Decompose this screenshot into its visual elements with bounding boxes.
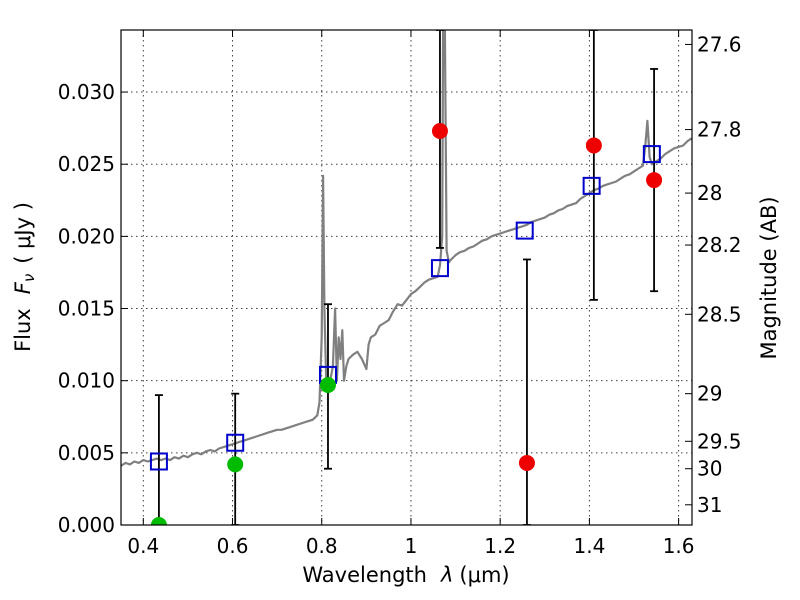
y-tick-label: 0.025 <box>58 152 115 176</box>
detection-point <box>227 456 244 473</box>
y-tick-label: 0.000 <box>58 513 115 537</box>
model-photometry-square <box>642 145 661 164</box>
nondetection-point <box>431 123 448 140</box>
y2-tick-label: 28.5 <box>697 302 742 326</box>
x-axis-label: Wavelength λ (μm) <box>302 563 509 587</box>
nondetection-point <box>518 454 535 471</box>
nondetection-point <box>646 172 663 189</box>
y2-axis-label: Magnitude (AB) <box>757 196 781 359</box>
x-tick-label: 0.4 <box>127 534 159 558</box>
y2-tick-label: 31 <box>697 493 722 517</box>
y-tick-label: 0.015 <box>58 297 115 321</box>
model-photometry-square <box>582 176 601 195</box>
y2-tick-label: 29.5 <box>697 429 742 453</box>
x-tick-label: 0.8 <box>306 534 338 558</box>
y2-tick-label: 27.6 <box>697 32 742 56</box>
y2-tick-label: 27.8 <box>697 118 742 142</box>
plot-frame <box>120 29 693 526</box>
y-axis-label: FluxFν( μJy ) <box>11 202 38 352</box>
detection-point <box>319 377 336 394</box>
y-tick-label: 0.005 <box>58 441 115 465</box>
model-photometry-square <box>430 259 449 278</box>
x-tick-label: 1 <box>405 534 418 558</box>
y-tick-label: 0.010 <box>58 369 115 393</box>
observed-flux-markers <box>150 123 663 525</box>
axis-ticks: 0.4 0.6 0.8 1 1.2 1.4 1.6 0.000 0.005 0.010 0.015 0… <box>58 30 742 558</box>
y-tick-label: 0.030 <box>58 80 115 104</box>
x-tick-label: 1.6 <box>663 534 695 558</box>
y-tick-label: 0.020 <box>58 224 115 248</box>
y2-tick-label: 29 <box>697 382 722 406</box>
model-photometry-markers <box>149 145 661 471</box>
y2-tick-label: 28.2 <box>697 233 742 257</box>
x-tick-label: 0.6 <box>217 534 249 558</box>
x-tick-label: 1.2 <box>484 534 516 558</box>
model-photometry-square <box>226 433 245 452</box>
x-tick-label: 1.4 <box>573 534 605 558</box>
nondetection-point <box>585 137 602 154</box>
y2-tick-label: 28 <box>697 181 722 205</box>
model-photometry-square <box>515 221 534 240</box>
detection-point <box>150 517 167 525</box>
model-photometry-square <box>149 452 168 471</box>
y2-tick-label: 30 <box>697 457 722 481</box>
grid <box>121 30 692 526</box>
